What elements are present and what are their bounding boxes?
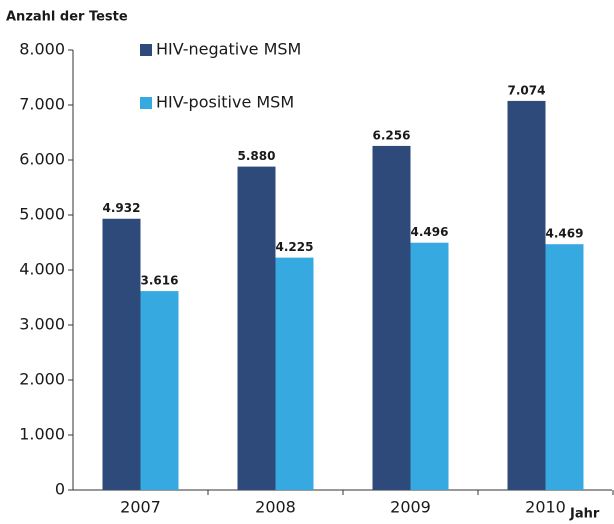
x-tick-label: 2010 [525,498,566,517]
y-tick-label: 6.000 [19,150,65,169]
bar [410,242,449,490]
bar [237,166,276,490]
bar [140,291,179,490]
bar [507,100,546,491]
value-label: 6.256 [373,128,411,142]
value-label: 5.880 [238,149,276,163]
x-tick-label: 2007 [120,498,161,517]
x-tick-label: 2009 [390,498,431,517]
bar [275,257,314,490]
value-label: 4.496 [411,225,449,239]
legend-label: HIV-negative MSM [156,40,301,59]
y-tick-label: 1.000 [19,425,65,444]
y-tick-label: 2.000 [19,370,65,389]
y-axis-label: Anzahl der Teste [6,10,128,25]
value-label: 7.074 [508,83,546,97]
bar [102,218,141,491]
x-tick-label: 2008 [255,498,296,517]
bar [545,244,584,490]
y-tick-label: 5.000 [19,205,65,224]
y-tick-label: 3.000 [19,315,65,334]
y-tick-label: 8.000 [19,40,65,59]
value-label: 3.616 [141,274,179,288]
y-tick-label: 7.000 [19,95,65,114]
value-label: 4.469 [546,227,584,241]
bar [372,145,411,491]
y-tick-label: 4.000 [19,260,65,279]
legend-swatch [140,44,152,56]
value-label: 4.225 [276,240,314,254]
legend-label: HIV-positive MSM [156,93,294,112]
legend-swatch [140,97,152,109]
y-tick-label: 0 [55,480,65,499]
value-label: 4.932 [103,201,141,215]
x-axis-label: Jahr [569,507,600,522]
